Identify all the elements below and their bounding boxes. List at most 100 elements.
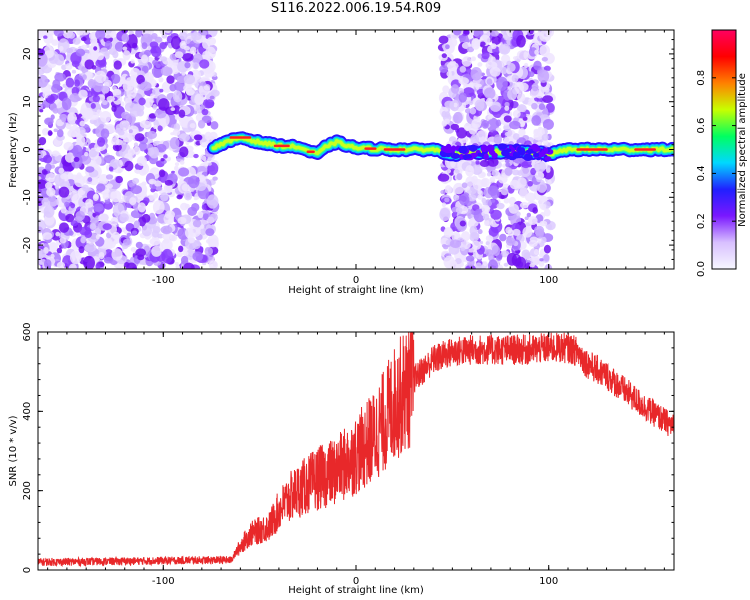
y-tick-label: 400 xyxy=(22,402,33,421)
noise-speckle xyxy=(148,113,157,119)
noise-speckle xyxy=(212,176,218,181)
noise-speckle xyxy=(85,166,95,173)
noise-speckle xyxy=(102,192,110,200)
noise-speckle xyxy=(131,266,138,269)
noise-speckle xyxy=(534,171,545,180)
noise-speckle xyxy=(105,183,114,189)
noise-speckle xyxy=(158,169,166,178)
noise-speckle xyxy=(496,76,508,91)
noise-speckle xyxy=(38,195,44,201)
noise-speckle xyxy=(496,202,505,210)
noise-speckle xyxy=(111,136,120,146)
noise-speckle xyxy=(65,63,73,70)
noise-speckle xyxy=(204,247,214,256)
noise-speckle xyxy=(139,81,152,92)
noise-speckle xyxy=(200,227,207,236)
noise-speckle xyxy=(104,40,113,50)
noise-speckle xyxy=(82,184,89,192)
noise-speckle xyxy=(204,99,215,109)
noise-speckle xyxy=(487,115,493,120)
noise-speckle xyxy=(152,226,161,234)
noise-speckle xyxy=(543,244,551,254)
noise-speckle xyxy=(130,59,135,64)
noise-speckle xyxy=(454,169,460,174)
noise-speckle xyxy=(193,196,198,201)
noise-speckle xyxy=(471,175,478,185)
noise-speckle xyxy=(177,167,190,177)
noise-speckle xyxy=(42,232,53,240)
noise-speckle xyxy=(121,33,130,43)
noise-speckle xyxy=(207,162,212,166)
noise-speckle xyxy=(106,95,115,103)
noise-speckle xyxy=(61,64,67,71)
noise-speckle xyxy=(495,119,502,127)
x-tick-label: 0 xyxy=(353,576,359,587)
noise-speckle xyxy=(464,108,472,114)
noise-speckle xyxy=(38,74,49,88)
noise-speckle xyxy=(169,136,180,150)
noise-speckle xyxy=(194,93,205,106)
noise-speckle xyxy=(68,263,77,269)
x-tick-label: -100 xyxy=(152,275,175,286)
noise-speckle xyxy=(500,66,508,75)
noise-speckle xyxy=(170,35,182,50)
noise-speckle xyxy=(100,47,108,54)
noise-speckle xyxy=(503,197,510,204)
snr-y-ticks: 0 200 400 600 xyxy=(22,322,674,573)
noise-speckle xyxy=(446,70,453,77)
noise-speckle xyxy=(175,264,180,269)
noise-speckle xyxy=(179,202,189,211)
noise-speckle xyxy=(512,133,520,140)
noise-speckle xyxy=(545,30,555,38)
noise-speckle xyxy=(144,149,149,154)
noise-speckle xyxy=(138,142,148,152)
noise-speckle xyxy=(154,180,162,187)
noise-speckle xyxy=(463,30,470,35)
noise-speckle xyxy=(207,234,219,248)
noise-speckle xyxy=(475,160,480,165)
noise-speckle xyxy=(55,231,61,237)
signal-clutter xyxy=(512,151,519,158)
y-tick-label: -10 xyxy=(22,189,33,205)
noise-speckle xyxy=(470,67,483,81)
noise-speckle xyxy=(41,197,51,207)
signal-clutter xyxy=(497,143,508,150)
noise-speckle xyxy=(46,187,56,197)
noise-speckle xyxy=(41,127,50,136)
noise-speckle xyxy=(98,213,109,222)
noise-speckle xyxy=(537,238,542,244)
noise-speckle xyxy=(63,141,74,151)
noise-speckle xyxy=(97,137,106,147)
noise-speckle xyxy=(160,66,173,77)
noise-speckle xyxy=(164,30,172,34)
noise-speckle xyxy=(58,167,65,174)
y-tick-label: 0 xyxy=(22,567,33,573)
noise-speckle xyxy=(93,46,98,51)
noise-speckle xyxy=(542,118,554,130)
noise-speckle xyxy=(207,156,212,162)
noise-speckle xyxy=(60,206,67,214)
noise-speckle xyxy=(468,34,473,40)
noise-speckle xyxy=(126,77,135,84)
noise-speckle xyxy=(517,170,524,176)
noise-speckle xyxy=(490,188,500,199)
noise-speckle xyxy=(95,30,106,40)
noise-speckle xyxy=(509,120,521,130)
noise-speckle xyxy=(210,121,219,130)
noise-speckle xyxy=(539,252,544,258)
noise-speckle xyxy=(38,179,48,190)
noise-speckle xyxy=(139,120,152,129)
noise-speckle xyxy=(529,236,538,243)
noise-speckle xyxy=(193,30,199,37)
noise-speckle xyxy=(152,59,158,66)
noise-speckle xyxy=(101,85,110,94)
noise-speckle xyxy=(210,89,220,97)
noise-speckle xyxy=(166,75,175,84)
spectrogram-y-ticks: -20 -10 0 10 20 xyxy=(22,29,674,270)
noise-speckle xyxy=(148,194,155,202)
noise-speckle xyxy=(180,255,189,265)
noise-speckle xyxy=(524,192,536,202)
noise-speckle xyxy=(38,103,44,111)
noise-speckle xyxy=(490,199,496,203)
noise-speckle xyxy=(538,260,545,268)
